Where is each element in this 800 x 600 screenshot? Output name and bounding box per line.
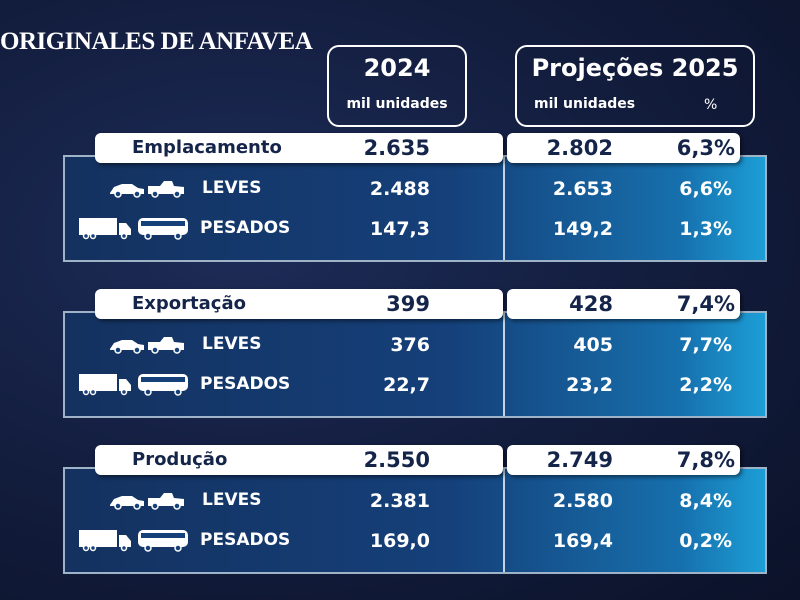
value-2025: 428 — [569, 292, 613, 316]
value-pct: 6,3% — [676, 136, 735, 160]
vehicle-icons — [108, 177, 188, 203]
value-2025: 149,2 — [552, 218, 613, 240]
value-2024: 376 — [390, 334, 430, 356]
value-2024: 2.550 — [363, 448, 430, 472]
section-bar — [95, 133, 503, 163]
vehicle-icon — [110, 493, 184, 510]
section-bar — [95, 289, 503, 319]
vehicle-icons — [108, 333, 188, 359]
section-bar — [507, 133, 740, 163]
row-label: PESADOS — [200, 218, 291, 238]
row-label: PESADOS — [200, 374, 291, 394]
header-unit: mil unidades — [346, 96, 448, 112]
vehicle-icons — [78, 215, 190, 245]
header-pct: % — [704, 97, 718, 113]
header-unit: mil unidades — [534, 96, 636, 112]
value-2025: 23,2 — [566, 374, 613, 396]
value-2025: 2.749 — [546, 448, 613, 472]
value-2025: 169,4 — [552, 530, 613, 552]
row-label: PESADOS — [200, 530, 291, 550]
column-divider — [503, 155, 505, 260]
value-pct: 7,4% — [676, 292, 735, 316]
value-2024: 2.488 — [369, 178, 430, 200]
value-2025: 405 — [573, 334, 613, 356]
vehicle-icon — [79, 530, 188, 552]
value-2024: 2.381 — [369, 490, 430, 512]
header-projection: Projeções 2025 — [531, 54, 739, 82]
section-name: Emplacamento — [132, 137, 282, 158]
header-box — [327, 45, 467, 127]
section-name: Exportação — [132, 293, 246, 314]
header-year: 2024 — [363, 54, 431, 82]
section-panel — [63, 467, 767, 574]
value-2024: 169,0 — [369, 530, 430, 552]
value-2024: 22,7 — [383, 374, 430, 396]
row-label: LEVES — [202, 334, 262, 354]
vehicle-icon — [79, 374, 188, 396]
row-label: LEVES — [202, 490, 262, 510]
value-2025: 2.580 — [552, 490, 613, 512]
header-box — [515, 45, 755, 127]
value-2025: 2.802 — [546, 136, 613, 160]
vehicle-icons — [78, 371, 190, 401]
value-2024: 147,3 — [369, 218, 430, 240]
value-pct: 7,8% — [676, 448, 735, 472]
section-bar — [95, 445, 503, 475]
value-2024: 399 — [386, 292, 430, 316]
vehicle-icon — [110, 181, 184, 198]
vehicle-icons — [78, 527, 190, 557]
column-divider — [503, 467, 505, 572]
section-name: Produção — [132, 449, 228, 470]
section-panel — [63, 155, 767, 262]
value-2024: 2.635 — [363, 136, 430, 160]
value-2025: 2.653 — [552, 178, 613, 200]
value-pct: 8,4% — [679, 490, 732, 512]
value-pct: 6,6% — [679, 178, 732, 200]
page-title: ORIGINALES DE ANFAVEA — [0, 28, 313, 55]
section-bar — [507, 445, 740, 475]
section-bar — [507, 289, 740, 319]
row-label: LEVES — [202, 178, 262, 198]
vehicle-icon — [79, 218, 188, 240]
value-pct: 0,2% — [679, 530, 732, 552]
value-pct: 1,3% — [679, 218, 732, 240]
value-pct: 2,2% — [679, 374, 732, 396]
column-divider — [503, 311, 505, 416]
value-pct: 7,7% — [679, 334, 732, 356]
vehicle-icons — [108, 489, 188, 515]
vehicle-icon — [110, 337, 184, 354]
section-panel — [63, 311, 767, 418]
